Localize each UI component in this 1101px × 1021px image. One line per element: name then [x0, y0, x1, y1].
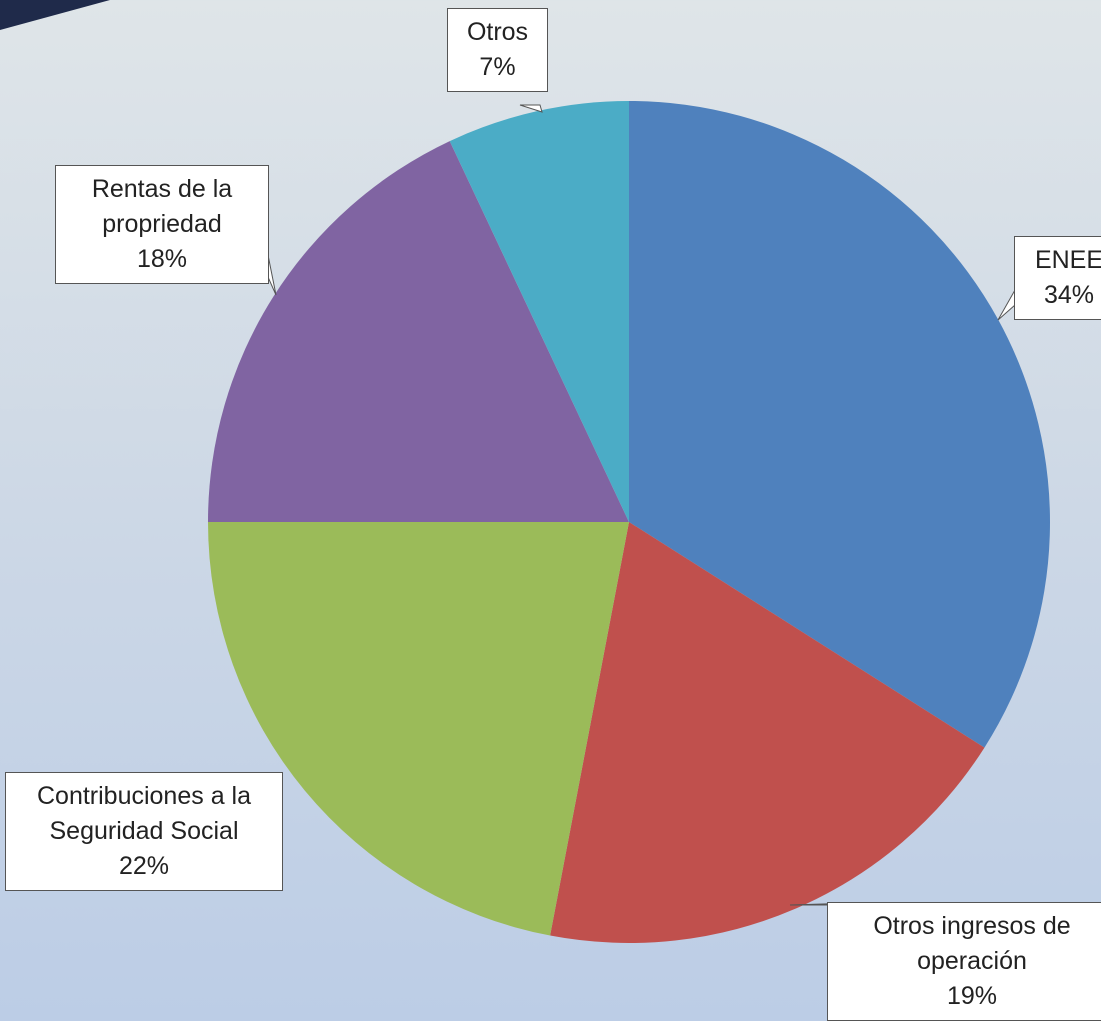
pie-slice [629, 101, 1050, 748]
label-category: Rentas de la propriedad [91, 175, 233, 238]
label-value: 34% [1043, 281, 1095, 309]
pie [208, 101, 1050, 944]
pie-slice [208, 141, 629, 522]
data-label: ENEE 34% [1014, 236, 1101, 320]
label-value: 22% [118, 852, 170, 880]
data-label: Otros 7% [447, 8, 548, 92]
data-label: Rentas de la propriedad 18% [55, 165, 269, 284]
pie-slice [449, 101, 629, 522]
label-value: 7% [479, 53, 516, 81]
callout-tail [519, 104, 543, 113]
corner-decoration [0, 0, 110, 30]
label-value: 19% [946, 982, 998, 1010]
label-value: 18% [136, 245, 188, 273]
data-label: Contribuciones a la Seguridad Social 22% [5, 772, 283, 891]
label-category: Otros ingresos de operación [873, 912, 1071, 975]
callout-tail [997, 288, 1016, 321]
label-category: Otros [466, 18, 529, 46]
data-label: Otros ingresos de operación 19% [827, 902, 1101, 1021]
pie-slice [550, 522, 985, 944]
label-category: ENEE [1034, 246, 1101, 274]
pie-slice [208, 522, 629, 936]
label-category: Contribuciones a la Seguridad Social [36, 782, 251, 845]
